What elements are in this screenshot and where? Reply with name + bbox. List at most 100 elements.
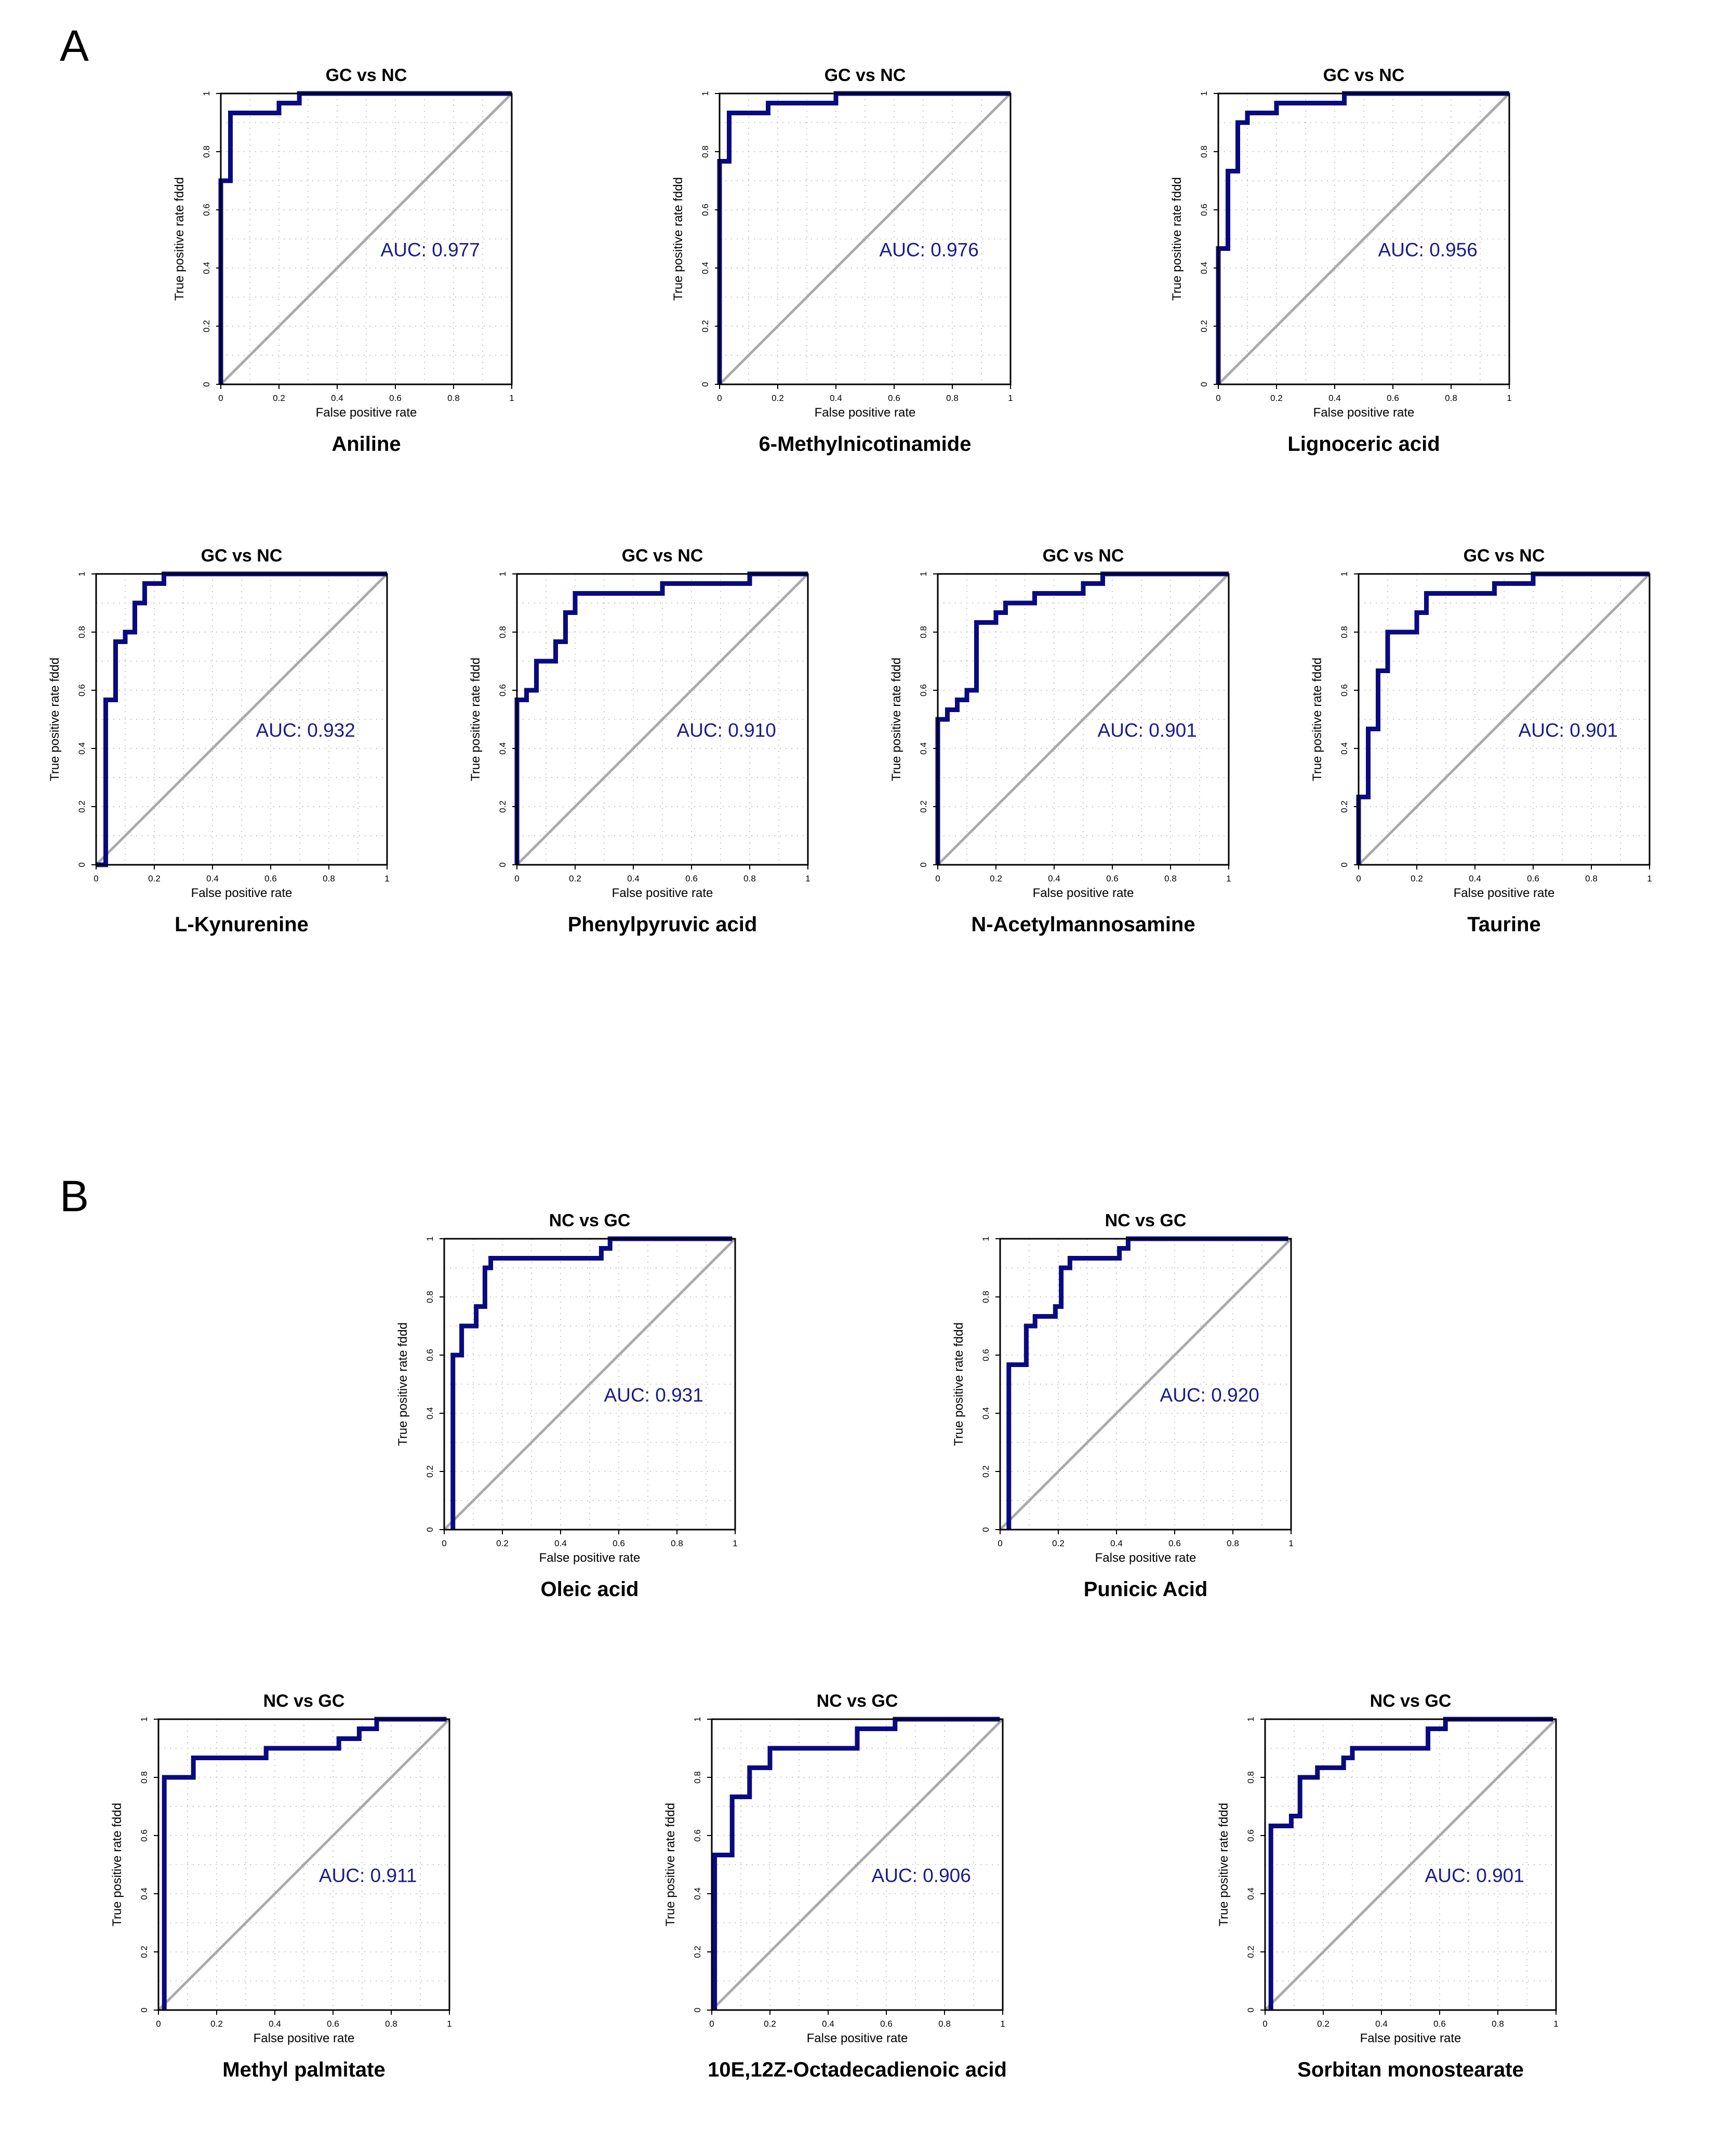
diagonal-reference-line xyxy=(157,1718,450,2011)
x-tick-label: 0 xyxy=(998,1538,1002,1548)
x-tick-label: 1 xyxy=(1647,874,1652,883)
y-tick-label: 1 xyxy=(498,571,508,576)
diagonal-reference-line xyxy=(516,573,809,866)
x-tick-label: 0 xyxy=(156,2019,161,2029)
diagonal-reference-line xyxy=(999,1238,1292,1531)
y-tick-label: 0.4 xyxy=(1339,742,1349,755)
diagonal-reference-line xyxy=(1358,573,1651,866)
x-tick-label: 0.6 xyxy=(1168,1538,1181,1548)
roc-curve xyxy=(1356,571,1650,865)
x-tick-label: 0.4 xyxy=(206,874,219,883)
chart-title: GC vs NC xyxy=(1464,546,1545,566)
y-tick-label: 0.6 xyxy=(700,204,710,216)
roc-chart-taurine: 0 0.2 0.4 0.6 0.8 1 0 0.2 0.4 0.6 0.8 1 GC vs NC Fals… xyxy=(1286,532,1660,969)
x-axis-label: False positive rate xyxy=(539,1551,641,1565)
x-axis-label: False positive rate xyxy=(1313,406,1415,420)
y-axis-label: True positive rate fddd xyxy=(172,177,187,301)
y-tick-label: 0 xyxy=(202,382,211,386)
x-tick-label: 0.6 xyxy=(1387,393,1399,403)
y-tick-label: 0.8 xyxy=(202,145,211,158)
y-tick-label: 0 xyxy=(425,1527,435,1532)
roc-curve xyxy=(712,1717,1000,2010)
x-tick-label: 0.4 xyxy=(822,2019,834,2029)
y-tick-label: 0.6 xyxy=(1246,1829,1256,1842)
plot-frame xyxy=(220,92,513,385)
auc-label: AUC: 0.976 xyxy=(880,239,979,261)
roc-svg: 0 0.2 0.4 0.6 0.8 1 0 0.2 0.4 0.6 0.8 1 GC vs NC Fals… xyxy=(172,65,514,456)
x-tick-label: 0 xyxy=(1216,393,1220,403)
y-tick-label: 0.2 xyxy=(919,800,928,813)
compound-caption: 10E,12Z-Octadecadienoic acid xyxy=(708,2058,1007,2081)
x-tick-label: 1 xyxy=(1288,1538,1293,1548)
y-tick-label: 0.2 xyxy=(1199,320,1209,332)
compound-caption: Taurine xyxy=(1467,913,1541,936)
x-tick-label: 0.2 xyxy=(1270,393,1283,403)
chart-title: NC vs GC xyxy=(549,1211,631,1230)
x-tick-label: 1 xyxy=(509,393,514,403)
y-tick-label: 0.2 xyxy=(693,1946,702,1958)
y-tick-label: 0.2 xyxy=(139,1946,149,1958)
y-tick-label: 0.8 xyxy=(693,1771,702,1784)
y-axis-label: True positive rate fddd xyxy=(1310,658,1324,781)
plot-frame xyxy=(516,573,809,866)
roc-chart-oleic-acid: 0 0.2 0.4 0.6 0.8 1 0 0.2 0.4 0.6 0.8 1 NC vs GC Fals… xyxy=(371,1197,746,1633)
roc-curve xyxy=(1006,1236,1288,1530)
chart-title: NC vs GC xyxy=(1105,1211,1187,1230)
x-tick-label: 0.6 xyxy=(685,874,698,883)
plot-frame xyxy=(1358,573,1651,866)
roc-curve xyxy=(218,91,512,384)
x-axis-label: False positive rate xyxy=(1454,886,1555,900)
x-tick-label: 0.2 xyxy=(764,2019,776,2029)
y-tick-label: 1 xyxy=(1246,1717,1256,1721)
y-tick-label: 0.8 xyxy=(1246,1771,1256,1784)
y-tick-label: 1 xyxy=(77,571,87,576)
x-tick-label: 0.2 xyxy=(990,874,1002,883)
y-tick-label: 0.6 xyxy=(919,684,928,697)
x-tick-label: 0.6 xyxy=(1433,2019,1446,2029)
x-axis-label: False positive rate xyxy=(807,2031,908,2045)
y-tick-label: 1 xyxy=(425,1236,435,1241)
y-axis-label: True positive rate fddd xyxy=(110,1803,124,1926)
y-tick-label: 0.4 xyxy=(498,742,508,755)
x-tick-label: 0.6 xyxy=(613,1538,625,1548)
y-tick-label: 0.8 xyxy=(981,1291,991,1303)
y-axis-label: True positive rate fddd xyxy=(952,1322,966,1446)
x-axis-label: False positive rate xyxy=(1033,886,1134,900)
auc-label: AUC: 0.956 xyxy=(1378,239,1478,261)
y-tick-label: 1 xyxy=(700,91,710,96)
diagonal-reference-line xyxy=(95,573,388,866)
y-tick-label: 0.2 xyxy=(425,1465,435,1478)
roc-curve xyxy=(96,571,387,867)
y-tick-label: 0 xyxy=(919,862,928,867)
y-tick-label: 0.4 xyxy=(202,262,211,274)
x-axis-label: False positive rate xyxy=(254,2031,355,2045)
x-tick-label: 0.8 xyxy=(1585,874,1598,883)
x-tick-label: 0.4 xyxy=(331,393,343,403)
plot-frame xyxy=(1264,1718,1557,2011)
diagonal-reference-line xyxy=(711,1718,1004,2011)
auc-label: AUC: 0.910 xyxy=(677,720,776,741)
y-tick-label: 1 xyxy=(202,91,211,96)
y-tick-label: 0 xyxy=(1246,2007,1256,2012)
roc-chart-lignoceric-acid: 0 0.2 0.4 0.6 0.8 1 0 0.2 0.4 0.6 0.8 1 GC vs NC Fals… xyxy=(1146,52,1520,488)
y-tick-label: 0.4 xyxy=(1199,262,1209,274)
y-axis-label: True positive rate fddd xyxy=(48,658,62,781)
y-tick-label: 0.8 xyxy=(1199,145,1209,158)
diagonal-reference-line xyxy=(220,92,513,385)
roc-chart-n-acetylmannosamine: 0 0.2 0.4 0.6 0.8 1 0 0.2 0.4 0.6 0.8 1 GC vs NC Fals… xyxy=(865,532,1239,969)
plot-frame xyxy=(999,1238,1292,1531)
roc-chart-sorbitan-monostearate: 0 0.2 0.4 0.6 0.8 1 0 0.2 0.4 0.6 0.8 1 NC vs GC Fals… xyxy=(1192,1678,1566,2114)
diagonal-reference-line xyxy=(937,573,1230,866)
x-tick-label: 1 xyxy=(805,874,810,883)
y-tick-label: 0.8 xyxy=(77,626,87,638)
x-tick-label: 0.4 xyxy=(269,2019,281,2029)
compound-caption: Oleic acid xyxy=(541,1578,639,1601)
x-tick-label: 0 xyxy=(1262,2019,1267,2029)
compound-caption: Punicic Acid xyxy=(1084,1578,1208,1601)
y-tick-label: 1 xyxy=(1199,91,1209,96)
y-tick-label: 0 xyxy=(700,382,710,386)
x-tick-label: 1 xyxy=(447,2019,451,2029)
x-tick-label: 0.6 xyxy=(1106,874,1119,883)
auc-label: AUC: 0.931 xyxy=(604,1385,703,1406)
x-tick-label: 0.6 xyxy=(888,393,900,403)
